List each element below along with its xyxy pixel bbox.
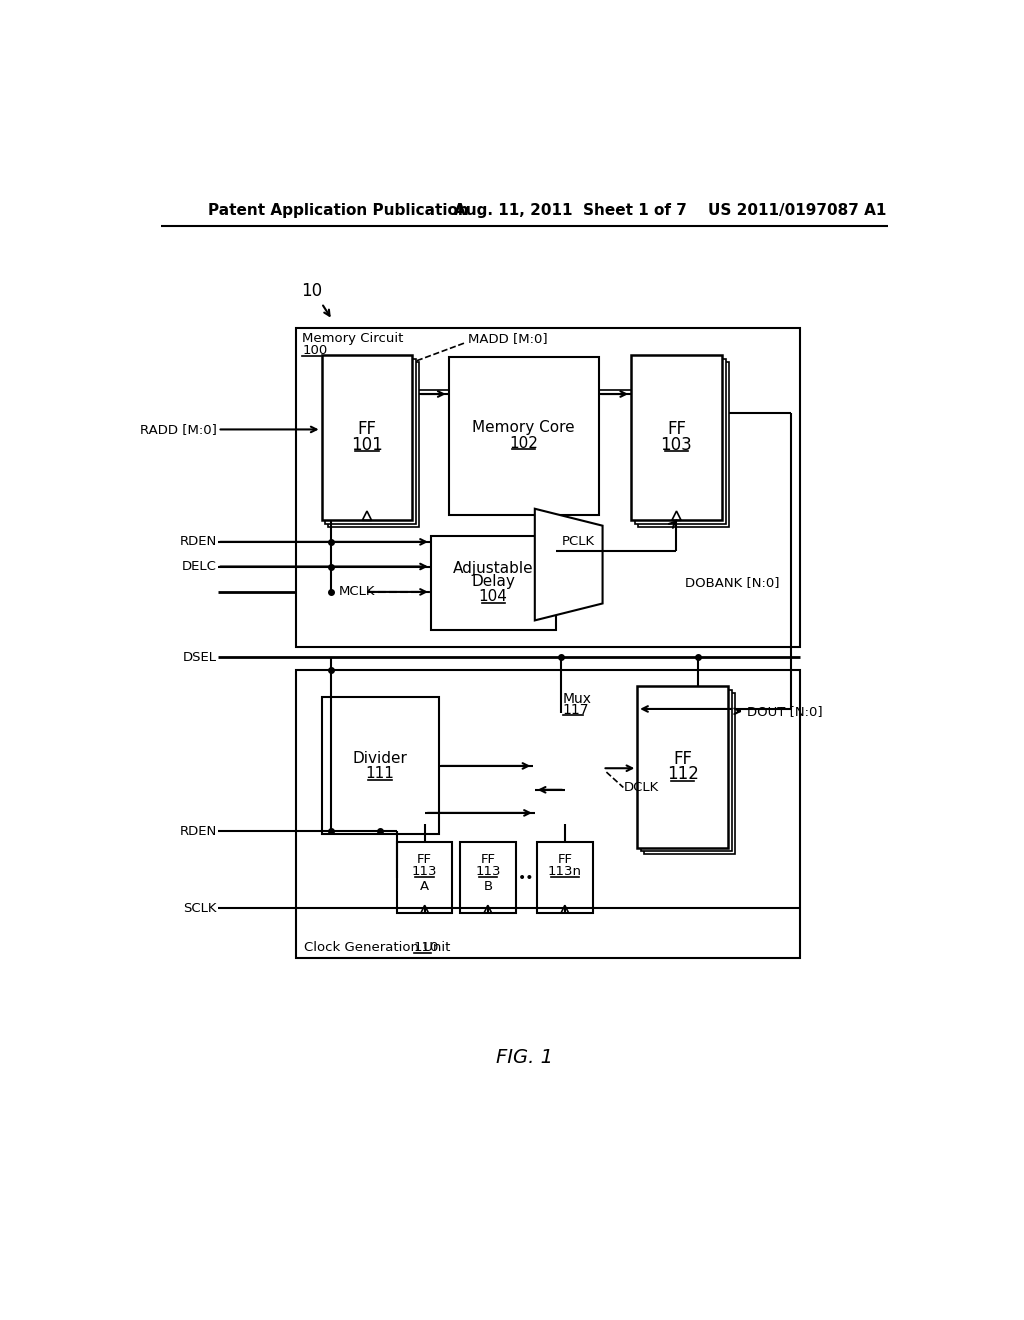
Text: 113: 113 <box>412 865 437 878</box>
Text: RADD [M:0]: RADD [M:0] <box>140 422 217 436</box>
Bar <box>635 359 726 524</box>
Text: 10: 10 <box>301 282 323 300</box>
Text: FF: FF <box>673 750 692 768</box>
Text: Clock Generation Unit: Clock Generation Unit <box>304 941 451 954</box>
Bar <box>322 697 438 834</box>
Text: Patent Application Publication: Patent Application Publication <box>208 203 468 218</box>
Text: DOUT [N:0]: DOUT [N:0] <box>748 705 823 718</box>
Bar <box>644 693 735 854</box>
Text: FF: FF <box>667 421 686 438</box>
Text: B: B <box>483 879 493 892</box>
Bar <box>637 686 728 847</box>
Text: RDEN: RDEN <box>179 536 217 548</box>
Text: DELC: DELC <box>182 560 217 573</box>
Text: 104: 104 <box>479 589 508 605</box>
Bar <box>296 671 801 958</box>
Text: 113n: 113n <box>548 865 582 878</box>
Text: A: A <box>420 879 429 892</box>
Bar <box>296 327 801 647</box>
Text: SCLK: SCLK <box>183 902 217 915</box>
Bar <box>449 358 599 515</box>
Bar <box>460 842 515 913</box>
Text: Mux: Mux <box>562 692 592 706</box>
Text: DOBANK [N:0]: DOBANK [N:0] <box>685 576 779 589</box>
Text: Adjustable: Adjustable <box>453 561 534 577</box>
Bar <box>322 355 413 520</box>
Text: FF: FF <box>417 853 432 866</box>
Bar <box>641 689 732 851</box>
Text: 111: 111 <box>366 766 394 781</box>
Text: 112: 112 <box>667 766 698 783</box>
Bar <box>538 842 593 913</box>
Text: 102: 102 <box>509 436 538 451</box>
Text: FF: FF <box>480 853 496 866</box>
Text: MCLK: MCLK <box>339 585 375 598</box>
Text: Divider: Divider <box>352 751 408 766</box>
Text: FIG. 1: FIG. 1 <box>497 1048 553 1068</box>
Text: RDEN: RDEN <box>179 825 217 838</box>
Text: 113: 113 <box>475 865 501 878</box>
Text: MADD [M:0]: MADD [M:0] <box>468 333 548 345</box>
Text: Aug. 11, 2011  Sheet 1 of 7: Aug. 11, 2011 Sheet 1 of 7 <box>454 203 687 218</box>
Text: DSEL: DSEL <box>183 651 217 664</box>
Bar <box>431 536 556 630</box>
Bar <box>326 359 416 524</box>
Text: FF: FF <box>357 421 377 438</box>
Text: Memory Core: Memory Core <box>472 420 574 436</box>
Text: FF: FF <box>557 853 572 866</box>
Bar <box>397 842 453 913</box>
Text: 103: 103 <box>660 436 692 454</box>
Bar <box>329 362 419 527</box>
Text: DCLK: DCLK <box>624 781 658 795</box>
Polygon shape <box>535 508 602 620</box>
Text: 101: 101 <box>351 436 383 454</box>
Text: 100: 100 <box>302 343 328 356</box>
Text: US 2011/0197087 A1: US 2011/0197087 A1 <box>708 203 887 218</box>
Text: PCLK: PCLK <box>562 536 595 548</box>
Bar <box>631 355 722 520</box>
Text: Delay: Delay <box>471 574 515 589</box>
Text: ••: •• <box>518 871 535 884</box>
Text: 110: 110 <box>414 941 439 954</box>
Text: 117: 117 <box>562 702 589 717</box>
Text: Memory Circuit: Memory Circuit <box>302 333 403 345</box>
Bar <box>638 362 729 527</box>
